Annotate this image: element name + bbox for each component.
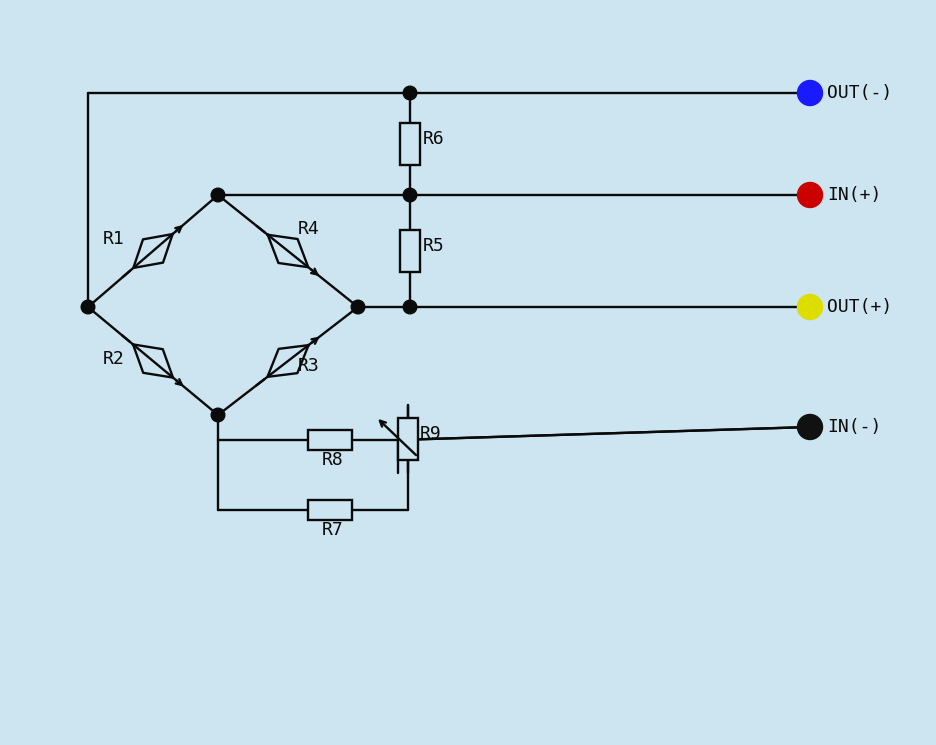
Text: IN(-): IN(-): [826, 418, 881, 436]
Circle shape: [402, 188, 417, 202]
Circle shape: [351, 300, 364, 314]
Circle shape: [211, 408, 225, 422]
Text: R2: R2: [103, 350, 124, 368]
Circle shape: [402, 300, 417, 314]
Text: R6: R6: [422, 130, 445, 148]
Circle shape: [211, 188, 225, 202]
Text: R8: R8: [322, 451, 344, 469]
Circle shape: [81, 300, 95, 314]
Bar: [308, 430, 352, 450]
Text: OUT(-): OUT(-): [826, 84, 891, 102]
Bar: [400, 230, 419, 272]
Text: R7: R7: [322, 521, 344, 539]
Text: R3: R3: [298, 357, 319, 375]
Circle shape: [797, 183, 822, 208]
Circle shape: [402, 86, 417, 100]
Polygon shape: [133, 344, 173, 378]
Bar: [398, 418, 417, 460]
Circle shape: [797, 414, 822, 440]
Text: R9: R9: [419, 425, 441, 443]
Polygon shape: [133, 234, 172, 268]
Bar: [308, 500, 352, 520]
Text: OUT(+): OUT(+): [826, 298, 891, 316]
Bar: [400, 123, 419, 165]
Text: IN(+): IN(+): [826, 186, 881, 204]
Polygon shape: [268, 235, 308, 267]
Circle shape: [797, 294, 822, 320]
Polygon shape: [267, 345, 308, 377]
Text: R1: R1: [103, 230, 124, 248]
Circle shape: [797, 80, 822, 106]
Text: R4: R4: [298, 220, 319, 238]
Text: R5: R5: [422, 237, 445, 255]
